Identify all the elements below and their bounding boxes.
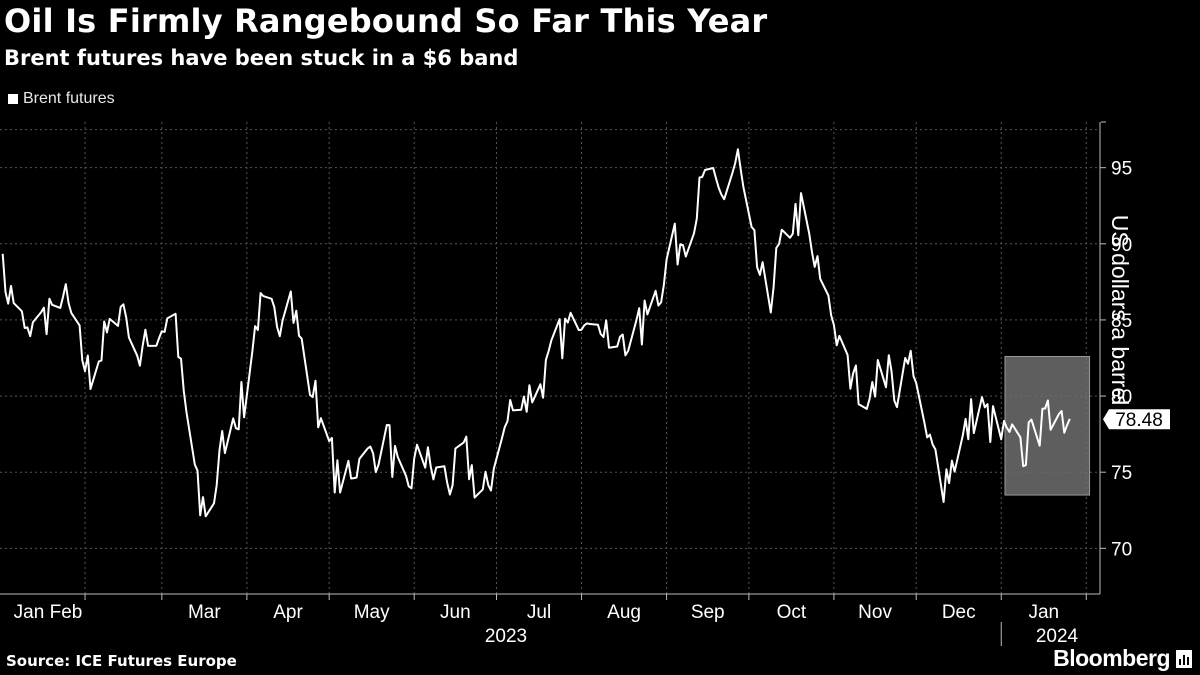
axes [0,121,1106,646]
last-value-tag: 78.48 [1103,409,1170,431]
y-tick-label: 95 [1111,159,1132,180]
x-tick-label: May [354,602,390,623]
legend-swatch [8,94,18,104]
x-tick-label: Feb [50,602,83,623]
bloomberg-logo: Bloomberg [1053,645,1170,671]
x-tick-label: Jan [1028,602,1059,623]
series-line-brent [1,148,1071,518]
y-tick-label: 80 [1111,387,1132,408]
x-tick-label: Mar [188,602,221,623]
x-tick-label: Jul [527,602,551,623]
highlight-band-group [1004,355,1091,496]
x-tick-label: Nov [858,602,892,623]
x-year-label: 2023 [485,626,527,647]
x-tick-label: Oct [777,602,807,623]
x-tick-label: Jan [14,602,45,623]
x-tick-label: Sep [691,602,725,623]
chart-subtitle: Brent futures have been stuck in a $6 ba… [4,46,519,70]
bloomberg-icon [1176,650,1192,668]
last-value-box [1103,409,1170,430]
x-tick-label: Aug [607,602,641,623]
legend: Brent futures [8,90,115,108]
source-note: Source: ICE Futures Europe [6,652,237,670]
chart-title: Oil Is Firmly Rangebound So Far This Yea… [4,2,768,40]
last-value-label: 78.48 [1115,410,1163,431]
y-tick-label: 70 [1111,539,1132,560]
grid [0,122,1100,594]
series-group [1,148,1071,518]
x-tick-label: Jun [440,602,471,623]
y-tick-label: 75 [1111,463,1132,484]
x-tick-label: Apr [273,602,303,623]
highlight-band [1004,355,1091,496]
y-axis-label: US dollars a barrel [1107,214,1133,406]
legend-label: Brent futures [23,90,115,107]
x-year-label: 2024 [1036,626,1079,647]
x-tick-label: Dec [942,602,976,623]
y-tick-label: 85 [1111,311,1132,332]
y-tick-label: 90 [1111,235,1132,256]
